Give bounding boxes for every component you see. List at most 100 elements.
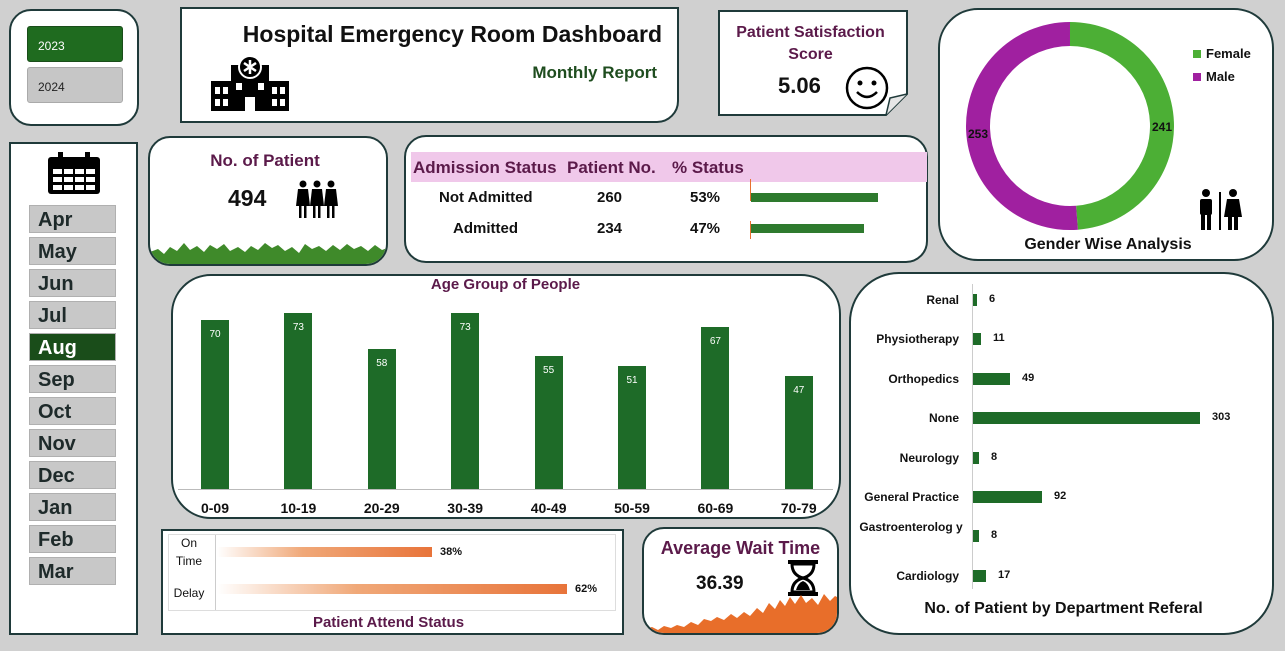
month-button-dec[interactable]: Dec [29,461,116,489]
department-bar [973,412,1200,425]
legend-male-label: Male [1206,69,1235,84]
department-bar [973,569,986,582]
age-axis-label: 10-19 [280,500,317,516]
age-bar-30-39 [451,313,480,489]
department-bar [973,372,1010,385]
people-icon [296,180,338,218]
wait-time-value: 36.39 [696,573,744,594]
admission-row-pct: 53% [690,189,721,206]
age-group-card: Age Group of People 70 0-09 73 10-19 58 20-29… [171,274,841,519]
wait-time-card: Average Wait Time 36.39 [642,527,839,635]
age-bar-value: 73 [459,322,471,333]
department-chart-title: No. of Patient by Department Referal [924,600,1203,617]
month-button-apr[interactable]: Apr [29,205,116,233]
department-label: Physiotherapy [876,332,959,347]
admission-header-count: Patient No. [567,158,656,177]
title-card: Hospital Emergency Room Dashboard Monthl… [180,7,679,123]
year-button-2023[interactable]: 2023 [27,26,123,62]
department-bar [973,333,981,346]
month-selector-panel: Apr May Jun Jul Aug Sep Oct Nov Dec Jan Feb Mar [9,142,138,635]
admission-row-count: 260 [597,189,623,206]
department-label: Orthopedics [888,371,959,386]
month-button-may[interactable]: May [29,237,116,265]
admission-row-status: Not Admitted [439,189,533,206]
age-bar-50-59 [618,366,646,489]
department-bar [973,451,979,464]
age-bar-value: 58 [376,358,388,369]
patient-count-card: No. of Patient 494 [148,136,388,266]
department-label: None [929,411,959,426]
month-button-mar[interactable]: Mar [29,557,116,585]
department-bar-value: 8 [991,450,998,463]
department-bar-value: 6 [989,293,996,305]
department-label: Neurology [899,450,959,465]
age-chart-title: Age Group of People [430,276,581,293]
age-axis-label: 70-79 [780,500,817,516]
admission-status-card: Admission Status Patient No. % Status No… [404,135,928,263]
gender-donut-chart [966,22,1175,230]
age-axis-label: 40-49 [530,500,567,516]
calendar-icon [48,152,100,194]
department-label: Cardiology [896,568,959,583]
wait-time-label: Average Wait Time [660,538,821,558]
department-label: Gastroenterolog y [859,520,963,535]
smiley-icon [845,66,889,110]
age-bar-value: 70 [209,329,221,340]
gender-title: Gender Wise Analysis [1024,236,1192,253]
attend-row-label: Delay [173,586,205,600]
department-label: Renal [926,293,959,307]
admission-row-bar [751,193,878,202]
department-bar [973,530,979,543]
attend-row-bar [217,584,567,594]
department-bar-value: 17 [998,568,1011,581]
month-button-sep[interactable]: Sep [29,365,116,393]
month-button-feb[interactable]: Feb [29,525,116,553]
department-bar-value: 303 [1212,411,1231,424]
male-value-label: 253 [968,127,989,141]
admission-row-status: Admitted [453,220,518,237]
department-label: General Practice [864,490,959,504]
age-axis-label: 30-39 [447,500,484,516]
month-button-oct[interactable]: Oct [29,397,116,425]
satisfaction-label: Patient Satisfaction Score [736,24,885,63]
legend-male: Male [1193,69,1251,84]
department-bar-value: 92 [1054,490,1067,502]
satisfaction-value: 5.06 [778,73,821,98]
month-button-jun[interactable]: Jun [29,269,116,297]
wait-time-sparkline [644,594,837,633]
female-value-label: 241 [1152,120,1173,134]
age-bar-40-49 [534,356,563,489]
year-selector-panel: 2023 2024 [9,9,139,126]
month-button-jul[interactable]: Jul [29,301,116,329]
male-swatch [1193,73,1201,81]
donut-slice-male [966,22,1078,230]
age-axis-label: 20-29 [363,500,400,516]
age-bar-10-19 [284,313,313,489]
attend-row-bar [217,547,432,557]
attend-status-title: Patient Attend Status [312,614,465,631]
admission-header-pct: % Status [672,158,744,177]
admission-header-status: Admission Status [413,158,557,177]
gender-legend: Female Male [1193,46,1251,84]
hospital-icon [211,55,289,111]
age-bar-value: 47 [793,385,805,396]
satisfaction-card: Patient Satisfaction Score 5.06 [718,10,909,116]
attend-row-label: On Time [175,536,203,568]
age-bar-20-29 [367,349,396,489]
age-bar-70-79 [784,376,813,489]
patient-count-label: No. of Patient [210,151,320,170]
age-bar-value: 73 [292,322,304,333]
age-bar-value: 51 [626,375,638,386]
age-axis-label: 50-59 [614,500,650,516]
year-button-2024[interactable]: 2024 [27,67,123,103]
admission-row-pct: 47% [690,220,721,237]
admission-header-row: Admission Status Patient No. % Status [411,152,927,182]
month-button-aug[interactable]: Aug [29,333,116,361]
department-referral-card: Renal 6 Physiotherapy 11 Orthopedics 49 None 30… [849,272,1274,635]
department-bar [973,491,1042,503]
attend-row-pct: 62% [575,583,598,595]
month-button-nov[interactable]: Nov [29,429,116,457]
admission-row-count: 234 [597,220,623,237]
dashboard-title: Hospital Emergency Room Dashboard [242,21,662,47]
month-button-jan[interactable]: Jan [29,493,116,521]
